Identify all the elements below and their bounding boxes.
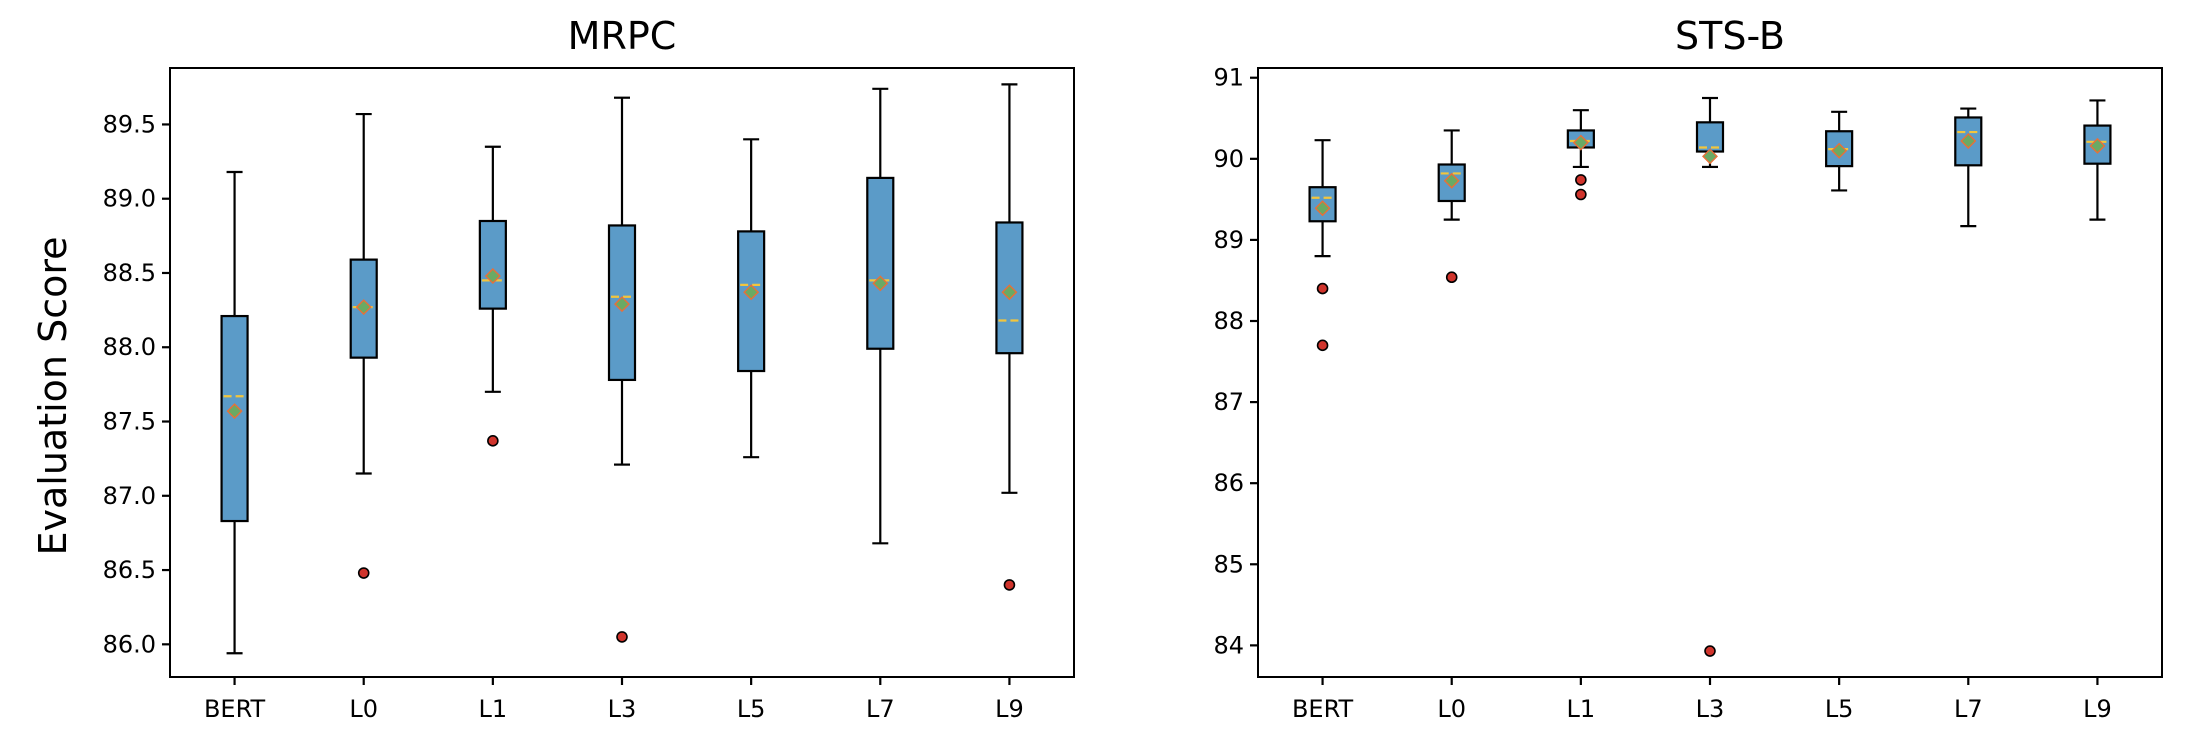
stsb-x-ticks: BERT L0 L1 L3 L5 L7 L9 (1292, 677, 2112, 723)
outlier-point (357, 567, 370, 579)
mrpc-box-bert (220, 170, 249, 655)
mrpc-box-l9 (995, 83, 1024, 591)
iqr-box (478, 219, 507, 310)
outlier-point (1575, 188, 1587, 201)
mean-marker (484, 267, 501, 284)
mrpc-y-tick-label: 86.5 (103, 556, 156, 584)
stsb-x-tick-label: L9 (2083, 695, 2112, 723)
outlier-point (1575, 174, 1587, 186)
iqr-box (866, 176, 895, 350)
outlier-point (1704, 645, 1716, 657)
mrpc-y-tick-label: 88.5 (103, 259, 156, 287)
mrpc-box-l3 (607, 96, 637, 643)
stsb-box-l1 (1566, 109, 1595, 201)
mean-marker (355, 299, 372, 316)
stsb-box-l0 (1437, 129, 1466, 284)
outlier-point (487, 435, 499, 447)
stsb-x-tick-label: BERT (1292, 695, 1354, 723)
mrpc-x-tick-label: L3 (608, 695, 637, 723)
mean-marker (1702, 148, 1718, 165)
mrpc-title: MRPC (568, 14, 677, 58)
y-axis-label: Evaluation Score (31, 236, 75, 555)
mrpc-panel: MRPC Evaluation Score 86.0 86.5 87.0 87.5 88… (31, 14, 1075, 723)
stsb-x-tick-label: L0 (1437, 695, 1466, 723)
mean-marker (1960, 132, 1977, 149)
mrpc-x-ticks: BERT L0 L1 L3 L5 L7 L9 (204, 677, 1024, 723)
stsb-box-l7 (1954, 107, 1983, 228)
mean-marker (2089, 137, 2106, 154)
mrpc-box-l5 (737, 138, 766, 459)
outlier-point (616, 631, 628, 643)
stsb-y-tick-label: 87 (1213, 388, 1244, 416)
mean-marker (1001, 284, 1018, 301)
mrpc-y-tick-label: 86.0 (103, 630, 156, 658)
mrpc-y-tick-label: 87.0 (103, 482, 156, 510)
mean-marker (1831, 142, 1848, 159)
mrpc-x-tick-label: L0 (349, 695, 378, 723)
mrpc-y-ticks: 86.0 86.5 87.0 87.5 88.0 88.5 89.0 89.5 (103, 110, 170, 658)
stsb-y-tick-label: 88 (1213, 307, 1244, 335)
stsb-y-tick-label: 91 (1213, 64, 1244, 92)
mean-marker (872, 275, 889, 292)
mrpc-x-tick-label: L7 (866, 695, 895, 723)
mrpc-y-tick-label: 88.0 (103, 333, 156, 361)
outlier-point (1445, 271, 1458, 284)
mrpc-box-l0 (349, 112, 378, 579)
stsb-y-tick-label: 86 (1213, 469, 1244, 497)
stsb-y-tick-label: 90 (1213, 145, 1244, 173)
mean-marker (1314, 200, 1331, 217)
mrpc-boxes (220, 83, 1024, 655)
mrpc-x-tick-label: BERT (204, 695, 266, 723)
mrpc-box-l7 (866, 87, 895, 545)
stsb-x-tick-label: L5 (1825, 695, 1854, 723)
mean-marker (1572, 134, 1589, 151)
stsb-y-tick-label: 89 (1213, 226, 1244, 254)
stsb-x-tick-label: L7 (1954, 695, 1983, 723)
mrpc-box-l1 (478, 145, 507, 447)
mrpc-x-tick-label: L5 (737, 695, 766, 723)
iqr-box (737, 230, 766, 373)
outlier-point (1316, 282, 1329, 295)
mrpc-y-tick-label: 87.5 (103, 408, 156, 436)
mean-marker (226, 403, 243, 420)
stsb-x-tick-label: L1 (1567, 695, 1596, 723)
stsb-box-l9 (2083, 99, 2112, 221)
stsb-y-ticks: 84 85 86 87 88 89 90 91 (1213, 64, 1258, 659)
stsb-box-l3 (1695, 96, 1725, 657)
stsb-box-bert (1308, 139, 1337, 352)
stsb-boxes (1308, 96, 2112, 657)
mrpc-x-tick-label: L9 (995, 695, 1024, 723)
stsb-panel: STS-B 84 85 86 87 88 89 90 91 BERT L0 L1 L3 L5 L7 L9 (1213, 14, 2163, 723)
mrpc-y-tick-label: 89.0 (103, 185, 156, 213)
outlier-point (1316, 339, 1329, 352)
stsb-title: STS-B (1675, 14, 1785, 58)
stsb-y-tick-label: 84 (1213, 631, 1244, 659)
mean-marker (1443, 172, 1460, 189)
stsb-y-tick-label: 85 (1213, 550, 1244, 578)
outlier-point (1003, 579, 1016, 591)
stsb-box-l5 (1825, 110, 1854, 192)
stsb-x-tick-label: L3 (1696, 695, 1725, 723)
mean-marker (743, 284, 760, 301)
mean-marker (614, 296, 630, 313)
mrpc-y-tick-label: 89.5 (103, 110, 156, 138)
mrpc-x-tick-label: L1 (479, 695, 508, 723)
